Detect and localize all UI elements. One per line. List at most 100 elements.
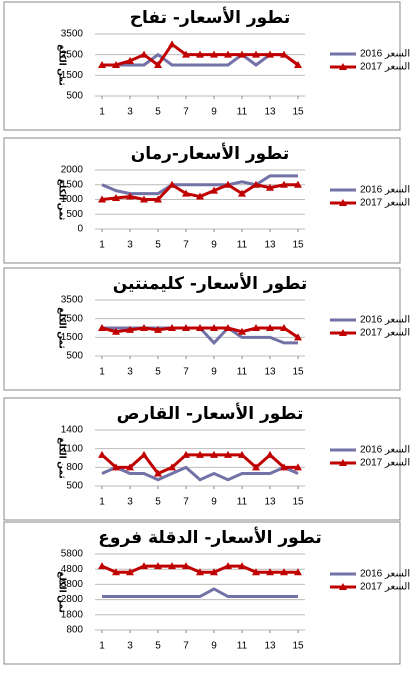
y-tick-label: 2500 bbox=[61, 49, 84, 60]
chart-title: تطور الأسعار- القارص bbox=[117, 403, 304, 424]
point-marker bbox=[280, 50, 288, 58]
x-tick-label: 13 bbox=[264, 641, 276, 652]
point-marker bbox=[224, 180, 232, 188]
point-marker bbox=[98, 562, 106, 570]
point-marker bbox=[112, 463, 120, 471]
y-tick-label: 1100 bbox=[61, 443, 83, 454]
legend-label: السعر 2016 bbox=[360, 315, 410, 326]
point-marker bbox=[252, 180, 260, 188]
point-marker bbox=[196, 450, 204, 458]
point-marker bbox=[126, 568, 134, 576]
y-tick-label: 1500 bbox=[61, 332, 84, 343]
point-marker bbox=[252, 463, 260, 471]
point-marker bbox=[182, 50, 190, 58]
x-tick-label: 15 bbox=[292, 367, 304, 378]
legend-label: السعر 2017 bbox=[360, 458, 410, 469]
point-marker bbox=[140, 195, 148, 203]
x-tick-label: 11 bbox=[237, 641, 248, 652]
legend-label: السعر 2016 bbox=[360, 185, 410, 196]
point-marker bbox=[196, 568, 204, 576]
chart-title: تطور الأسعار- كليمنتين bbox=[113, 273, 308, 294]
point-marker bbox=[280, 463, 288, 471]
y-axis-label: ثمن الكلغ bbox=[57, 307, 68, 349]
point-marker bbox=[210, 50, 218, 58]
x-tick-label: 15 bbox=[292, 240, 304, 251]
y-tick-label: 800 bbox=[66, 625, 83, 636]
point-marker bbox=[294, 180, 302, 188]
legend-label: السعر 2017 bbox=[360, 582, 410, 593]
x-tick-label: 5 bbox=[155, 240, 161, 251]
y-tick-label: 2800 bbox=[61, 594, 84, 605]
x-tick-label: 5 bbox=[155, 107, 161, 118]
point-marker bbox=[252, 50, 260, 58]
point-marker bbox=[182, 324, 190, 331]
legend-label: السعر 2016 bbox=[360, 445, 410, 456]
point-marker bbox=[182, 189, 190, 197]
x-tick-label: 3 bbox=[127, 497, 133, 508]
y-tick-label: 4800 bbox=[61, 564, 84, 575]
point-marker bbox=[112, 61, 120, 68]
point-marker bbox=[98, 61, 106, 68]
point-marker bbox=[266, 183, 274, 191]
x-tick-label: 9 bbox=[211, 497, 217, 508]
x-tick-label: 9 bbox=[211, 107, 217, 118]
y-tick-label: 2000 bbox=[61, 165, 84, 176]
x-tick-label: 11 bbox=[237, 367, 248, 378]
x-tick-label: 11 bbox=[237, 240, 248, 251]
x-tick-label: 13 bbox=[264, 497, 276, 508]
point-marker bbox=[140, 324, 148, 331]
y-axis-label: ثمن الكلغ bbox=[57, 44, 68, 86]
x-tick-label: 9 bbox=[211, 641, 217, 652]
legend-marker bbox=[339, 459, 347, 466]
x-tick-label: 1 bbox=[99, 107, 105, 118]
x-tick-label: 7 bbox=[183, 497, 189, 508]
panel bbox=[3, 137, 401, 264]
point-marker bbox=[154, 61, 162, 68]
x-tick-label: 1 bbox=[99, 367, 105, 378]
point-marker bbox=[210, 450, 218, 458]
point-marker bbox=[294, 61, 302, 68]
point-marker bbox=[182, 562, 190, 570]
point-marker bbox=[224, 562, 232, 570]
point-marker bbox=[98, 450, 106, 458]
point-marker bbox=[126, 325, 134, 333]
legend-label: السعر 2017 bbox=[360, 328, 410, 339]
panel bbox=[3, 397, 401, 521]
point-marker bbox=[238, 189, 246, 197]
y-tick-label: 1000 bbox=[61, 194, 84, 205]
point-marker bbox=[280, 180, 288, 188]
point-marker bbox=[168, 180, 176, 188]
legend-label: السعر 2016 bbox=[360, 569, 410, 580]
point-marker bbox=[196, 192, 204, 200]
point-marker bbox=[210, 186, 218, 194]
point-marker bbox=[280, 324, 288, 331]
point-marker bbox=[154, 469, 162, 477]
legend-label: السعر 2016 bbox=[360, 49, 410, 60]
y-axis-label: ثمن الكلغ bbox=[57, 571, 68, 613]
x-tick-label: 7 bbox=[183, 641, 189, 652]
x-tick-label: 5 bbox=[155, 641, 161, 652]
point-marker bbox=[252, 324, 260, 331]
series-line bbox=[101, 174, 298, 196]
point-marker bbox=[294, 463, 302, 471]
point-marker bbox=[140, 50, 148, 58]
y-tick-label: 2500 bbox=[61, 313, 84, 324]
y-tick-label: 3500 bbox=[61, 29, 84, 40]
x-tick-label: 1 bbox=[99, 641, 105, 652]
point-marker bbox=[238, 50, 246, 58]
x-tick-label: 11 bbox=[237, 497, 248, 508]
y-tick-label: 500 bbox=[66, 481, 83, 492]
point-marker bbox=[224, 450, 232, 458]
x-tick-label: 1 bbox=[99, 497, 105, 508]
point-marker bbox=[294, 333, 302, 341]
point-marker bbox=[126, 56, 134, 64]
point-marker bbox=[266, 568, 274, 576]
y-tick-label: 800 bbox=[66, 462, 83, 473]
panel bbox=[3, 521, 401, 665]
x-tick-label: 5 bbox=[155, 497, 161, 508]
point-marker bbox=[182, 450, 190, 458]
point-marker bbox=[168, 324, 176, 331]
x-tick-label: 3 bbox=[127, 240, 133, 251]
point-marker bbox=[196, 50, 204, 58]
